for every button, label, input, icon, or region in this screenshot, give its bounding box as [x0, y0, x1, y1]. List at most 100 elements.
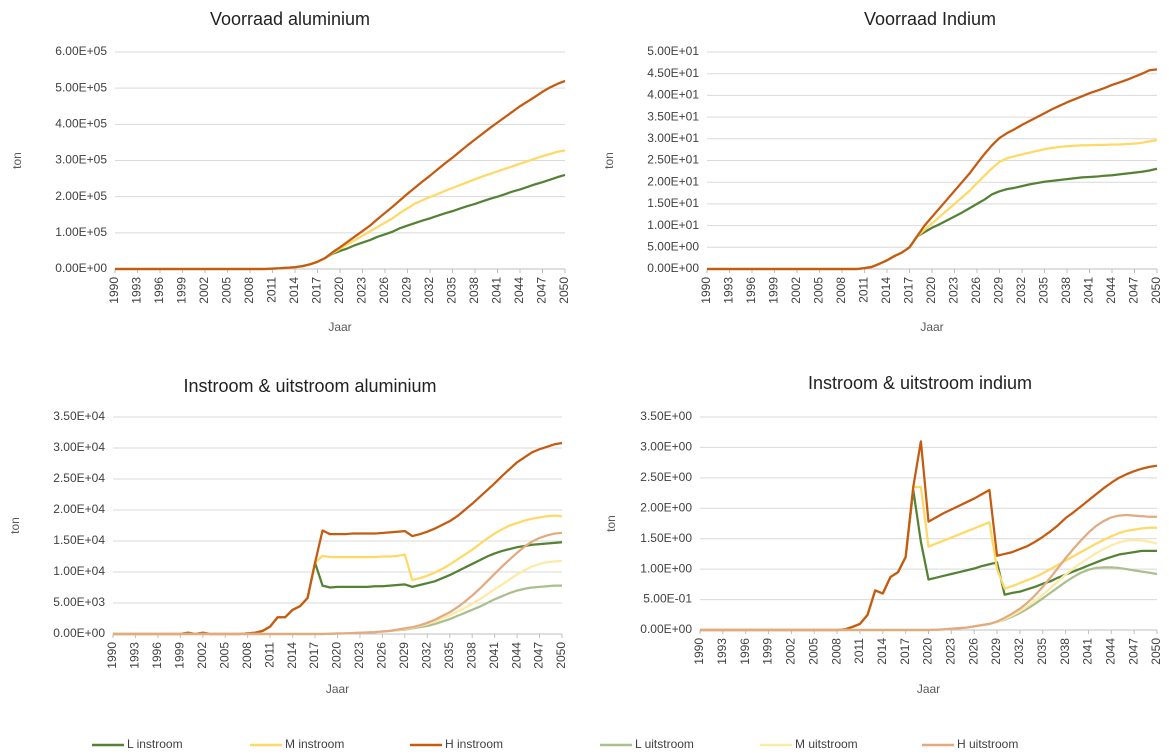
series-line: [113, 531, 563, 636]
legend-label: M uitstroom: [795, 737, 858, 751]
x-tick-label: 1999: [761, 638, 775, 665]
chart-title: Instroom & uitstroom indium: [808, 373, 1032, 393]
x-tick-label: 2035: [1037, 277, 1051, 304]
x-tick-label: 2041: [490, 277, 504, 304]
series-line: [700, 513, 1157, 632]
legend-label: M instroom: [285, 737, 344, 751]
series-line: [115, 79, 566, 271]
x-tick-label: 2044: [1104, 277, 1118, 304]
series-line: [113, 441, 563, 636]
x-tick-label: 2020: [924, 277, 938, 304]
y-tick-label: 1.50E+00: [640, 531, 692, 545]
y-tick-label: 3.50E+04: [53, 409, 105, 423]
x-tick-label: 2023: [944, 638, 958, 665]
y-tick-label: 2.00E+04: [53, 502, 105, 516]
x-tick-label: 2044: [512, 277, 526, 304]
y-tick-label: 3.50E+00: [640, 409, 692, 423]
y-tick-label: 5.00E+00: [647, 239, 699, 253]
legend-label: H instroom: [445, 737, 503, 751]
y-tick-label: 3.00E+05: [55, 153, 107, 167]
x-tick-label: 2002: [197, 277, 211, 304]
x-tick-label: 2008: [829, 638, 843, 665]
x-tick-label: 2041: [1081, 638, 1095, 665]
x-tick-label: 2026: [377, 277, 391, 304]
y-tick-label: 0.00E+00: [647, 261, 699, 275]
y-tick-label: 3.00E+00: [640, 440, 692, 454]
x-tick-label: 2020: [330, 642, 344, 669]
x-tick-label: 2014: [285, 642, 299, 669]
y-tick-label: 3.50E+01: [647, 109, 699, 123]
x-tick-label: 2035: [442, 642, 456, 669]
legend-label: H uitstroom: [957, 737, 1018, 751]
x-tick-label: 1999: [175, 277, 189, 304]
x-tick-label: 2026: [966, 638, 980, 665]
x-tick-label: 1990: [699, 277, 713, 304]
series-line: [707, 167, 1158, 271]
y-tick-label: 3.00E+04: [53, 440, 105, 454]
y-tick-label: 2.00E+01: [647, 174, 699, 188]
x-tick-label: 2050: [554, 642, 568, 669]
legend-label: L instroom: [127, 737, 183, 751]
x-tick-label: 1996: [152, 277, 166, 304]
y-tick-label: 0.00E+00: [53, 626, 105, 640]
y-tick-label: 2.50E+04: [53, 471, 105, 485]
x-tick-label: 2005: [220, 277, 234, 304]
x-tick-label: 2050: [557, 277, 571, 304]
chart-title: Voorraad aluminium: [210, 9, 370, 29]
x-tick-label: 2032: [1012, 638, 1026, 665]
x-axis-title: Jaar: [917, 682, 940, 696]
y-tick-label: 2.00E+05: [55, 189, 107, 203]
x-axis-title: Jaar: [920, 320, 943, 334]
x-tick-label: 2029: [400, 277, 414, 304]
x-tick-label: 2005: [217, 642, 231, 669]
x-tick-label: 2050: [1149, 277, 1163, 304]
y-axis-title: ton: [602, 152, 616, 169]
series-line: [700, 440, 1158, 632]
x-tick-label: 1996: [738, 638, 752, 665]
x-tick-label: 1999: [173, 642, 187, 669]
y-tick-label: 5.00E-01: [643, 592, 692, 606]
x-tick-label: 2029: [989, 638, 1003, 665]
x-tick-label: 2011: [852, 638, 866, 664]
x-tick-label: 1990: [105, 642, 119, 669]
x-tick-label: 2011: [857, 277, 871, 303]
x-tick-label: 1996: [744, 277, 758, 304]
x-tick-label: 2023: [355, 277, 369, 304]
x-tick-label: 2047: [535, 277, 549, 304]
x-tick-label: 1990: [107, 277, 121, 304]
x-tick-label: 2002: [195, 642, 209, 669]
y-tick-label: 3.00E+01: [647, 131, 699, 145]
y-tick-label: 4.50E+01: [647, 66, 699, 80]
x-tick-label: 2041: [1082, 277, 1096, 304]
y-tick-label: 2.50E+00: [640, 470, 692, 484]
x-tick-label: 2041: [487, 642, 501, 669]
series-line: [700, 538, 1158, 632]
x-tick-label: 2029: [397, 642, 411, 669]
x-tick-label: 2008: [242, 277, 256, 304]
y-tick-label: 1.00E+00: [640, 561, 692, 575]
legend-label: L uitstroom: [635, 737, 694, 751]
y-tick-label: 2.00E+00: [640, 500, 692, 514]
x-axis-title: Jaar: [326, 682, 349, 696]
series-line: [115, 173, 566, 271]
chart-title: Instroom & uitstroom aluminium: [183, 376, 436, 396]
y-axis-title: ton: [604, 515, 618, 532]
x-tick-label: 2014: [879, 277, 893, 304]
y-tick-label: 1.50E+04: [53, 533, 105, 547]
chart-title: Voorraad Indium: [864, 9, 996, 29]
y-tick-label: 5.00E+05: [55, 80, 107, 94]
x-tick-label: 2014: [875, 638, 889, 665]
x-tick-label: 2047: [532, 642, 546, 669]
x-tick-label: 2026: [375, 642, 389, 669]
x-tick-label: 2011: [262, 642, 276, 668]
x-tick-label: 2047: [1126, 638, 1140, 665]
x-tick-label: 1993: [130, 277, 144, 304]
y-axis-title: ton: [8, 517, 22, 534]
x-tick-label: 2038: [464, 642, 478, 669]
y-tick-label: 1.00E+01: [647, 218, 699, 232]
x-tick-label: 2011: [265, 277, 279, 303]
x-tick-label: 1993: [128, 642, 142, 669]
x-tick-label: 2017: [310, 277, 324, 304]
y-tick-label: 4.00E+01: [647, 88, 699, 102]
y-axis-title: ton: [10, 152, 24, 169]
